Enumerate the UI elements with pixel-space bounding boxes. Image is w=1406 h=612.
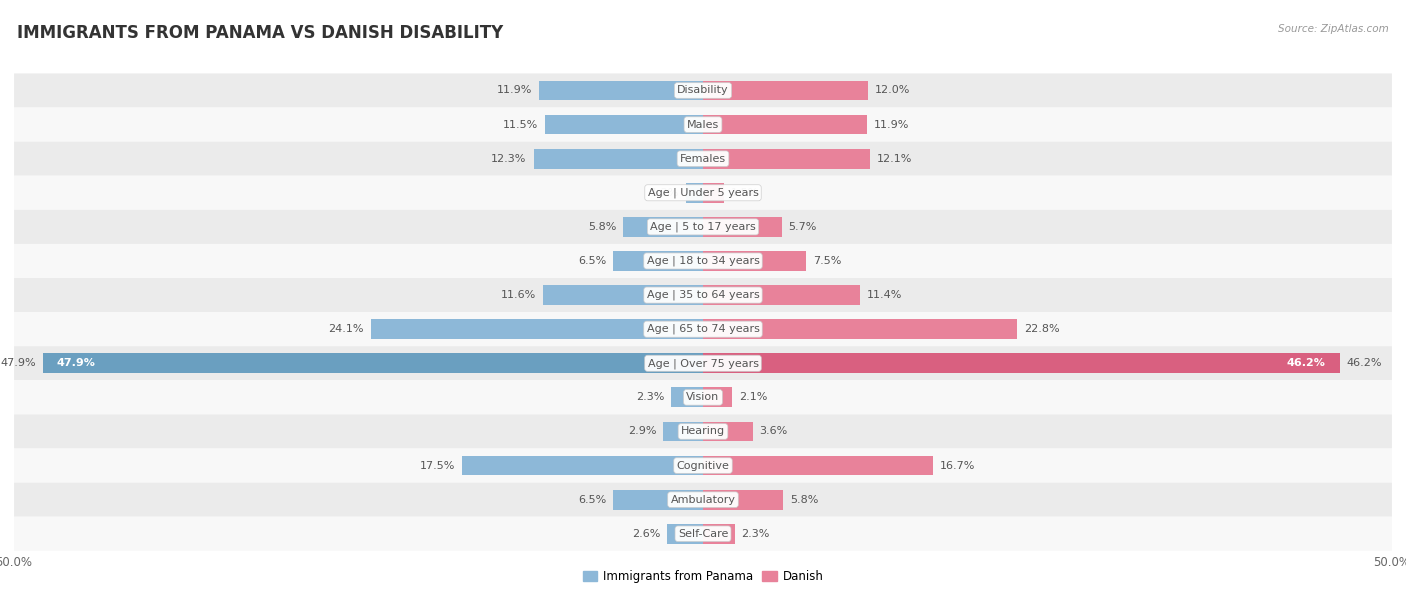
Text: Age | 65 to 74 years: Age | 65 to 74 years — [647, 324, 759, 334]
Bar — [703, 114, 868, 135]
Text: 2.3%: 2.3% — [741, 529, 770, 539]
Text: 12.3%: 12.3% — [491, 154, 527, 163]
Text: 11.9%: 11.9% — [496, 86, 531, 95]
Text: 1.2%: 1.2% — [651, 188, 679, 198]
Bar — [44, 353, 703, 373]
Text: 11.4%: 11.4% — [868, 290, 903, 300]
FancyBboxPatch shape — [14, 141, 1392, 176]
Text: 16.7%: 16.7% — [941, 461, 976, 471]
Text: 11.5%: 11.5% — [502, 119, 537, 130]
Text: 2.9%: 2.9% — [627, 427, 657, 436]
Bar — [703, 422, 752, 441]
FancyBboxPatch shape — [14, 449, 1392, 483]
Text: 6.5%: 6.5% — [578, 256, 606, 266]
Text: Age | Over 75 years: Age | Over 75 years — [648, 358, 758, 368]
Bar — [371, 319, 703, 339]
Text: IMMIGRANTS FROM PANAMA VS DANISH DISABILITY: IMMIGRANTS FROM PANAMA VS DANISH DISABIL… — [17, 24, 503, 42]
FancyBboxPatch shape — [14, 312, 1392, 346]
Text: 5.7%: 5.7% — [789, 222, 817, 232]
Bar — [703, 319, 1017, 339]
Text: 17.5%: 17.5% — [419, 461, 456, 471]
FancyBboxPatch shape — [14, 176, 1392, 210]
FancyBboxPatch shape — [14, 73, 1392, 108]
Text: 5.8%: 5.8% — [588, 222, 616, 232]
Bar — [544, 114, 703, 135]
Text: 5.8%: 5.8% — [790, 494, 818, 505]
Text: 12.1%: 12.1% — [876, 154, 912, 163]
Text: Age | 18 to 34 years: Age | 18 to 34 years — [647, 256, 759, 266]
Bar — [613, 251, 703, 271]
Bar — [664, 422, 703, 441]
Bar — [533, 149, 703, 168]
Bar — [703, 251, 807, 271]
FancyBboxPatch shape — [14, 414, 1392, 449]
FancyBboxPatch shape — [14, 108, 1392, 141]
Bar — [703, 456, 934, 476]
Text: 11.6%: 11.6% — [501, 290, 536, 300]
Bar — [538, 81, 703, 100]
Bar — [703, 217, 782, 237]
Text: Vision: Vision — [686, 392, 720, 402]
Bar — [623, 217, 703, 237]
Text: Cognitive: Cognitive — [676, 461, 730, 471]
FancyBboxPatch shape — [14, 346, 1392, 380]
Text: 22.8%: 22.8% — [1024, 324, 1060, 334]
Text: Disability: Disability — [678, 86, 728, 95]
Text: 2.6%: 2.6% — [631, 529, 661, 539]
Bar — [703, 353, 1340, 373]
Text: 7.5%: 7.5% — [813, 256, 842, 266]
Bar — [686, 183, 703, 203]
Bar — [703, 490, 783, 510]
Bar — [703, 81, 869, 100]
Text: 46.2%: 46.2% — [1347, 358, 1382, 368]
Text: Females: Females — [681, 154, 725, 163]
Text: 47.9%: 47.9% — [56, 358, 96, 368]
Bar — [703, 285, 860, 305]
Bar — [461, 456, 703, 476]
Bar — [668, 524, 703, 543]
FancyBboxPatch shape — [14, 210, 1392, 244]
Text: 1.5%: 1.5% — [731, 188, 759, 198]
FancyBboxPatch shape — [14, 244, 1392, 278]
Text: 3.6%: 3.6% — [759, 427, 787, 436]
FancyBboxPatch shape — [14, 278, 1392, 312]
Text: Hearing: Hearing — [681, 427, 725, 436]
Bar — [703, 149, 870, 168]
Text: Self-Care: Self-Care — [678, 529, 728, 539]
Text: 11.9%: 11.9% — [875, 119, 910, 130]
FancyBboxPatch shape — [14, 483, 1392, 517]
Bar — [671, 387, 703, 407]
FancyBboxPatch shape — [14, 380, 1392, 414]
Legend: Immigrants from Panama, Danish: Immigrants from Panama, Danish — [578, 565, 828, 588]
Text: 6.5%: 6.5% — [578, 494, 606, 505]
Text: 2.1%: 2.1% — [738, 392, 768, 402]
Text: Ambulatory: Ambulatory — [671, 494, 735, 505]
Text: 47.9%: 47.9% — [0, 358, 37, 368]
Text: Age | Under 5 years: Age | Under 5 years — [648, 187, 758, 198]
Text: 2.3%: 2.3% — [636, 392, 665, 402]
Text: 12.0%: 12.0% — [875, 86, 911, 95]
Bar — [703, 183, 724, 203]
Bar — [703, 387, 733, 407]
Text: 46.2%: 46.2% — [1286, 358, 1326, 368]
Text: Source: ZipAtlas.com: Source: ZipAtlas.com — [1278, 24, 1389, 34]
Text: Age | 5 to 17 years: Age | 5 to 17 years — [650, 222, 756, 232]
Text: 24.1%: 24.1% — [329, 324, 364, 334]
Bar — [613, 490, 703, 510]
Bar — [543, 285, 703, 305]
Bar — [703, 524, 735, 543]
FancyBboxPatch shape — [14, 517, 1392, 551]
Text: Males: Males — [688, 119, 718, 130]
Text: Age | 35 to 64 years: Age | 35 to 64 years — [647, 290, 759, 300]
